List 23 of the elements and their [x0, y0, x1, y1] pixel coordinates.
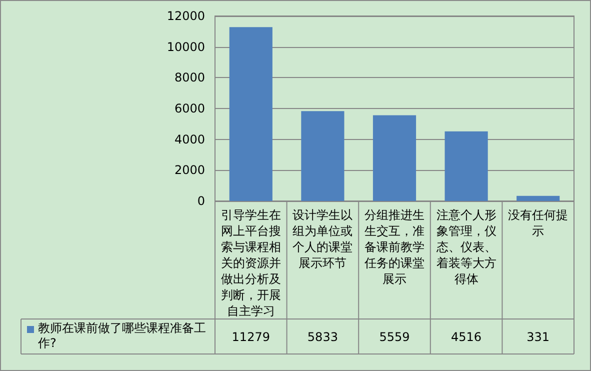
x-tick-label: 引导学生在网上平台搜索与课程相关的资源并做出分析及判断，开展自主学习: [220, 208, 281, 318]
bar: [444, 131, 488, 201]
data-label: 331: [526, 328, 551, 346]
y-tick-label: 2000: [174, 163, 205, 178]
legend-label: 教师在课前做了哪些课程准备工作?: [38, 321, 207, 351]
bar: [516, 196, 560, 201]
y-tick-label: 12000: [166, 9, 205, 23]
x-tick-label: 没有任何提示: [508, 208, 568, 238]
data-label: 5559: [378, 328, 411, 346]
data-label: 11279: [230, 328, 271, 346]
bar: [229, 27, 272, 201]
y-tick-label: 4000: [174, 132, 205, 146]
x-tick-label: 注意个人形象管理，仪态、仪表、着装等大方得体: [435, 208, 496, 286]
bar: [372, 115, 416, 201]
data-label: 4516: [450, 328, 483, 346]
y-tick-label: 10000: [166, 40, 205, 54]
x-tick-label: 设计学生以组为单位或个人的课堂展示环节: [292, 208, 353, 270]
x-tick-label: 分组推进生生交互，准备课前教学任务的课堂展示: [364, 208, 424, 286]
data-label: 5833: [306, 328, 339, 346]
y-tick-label: 0: [197, 194, 205, 208]
y-tick-label: 6000: [174, 102, 205, 116]
bar: [301, 111, 344, 201]
y-tick-label: 8000: [174, 70, 205, 85]
